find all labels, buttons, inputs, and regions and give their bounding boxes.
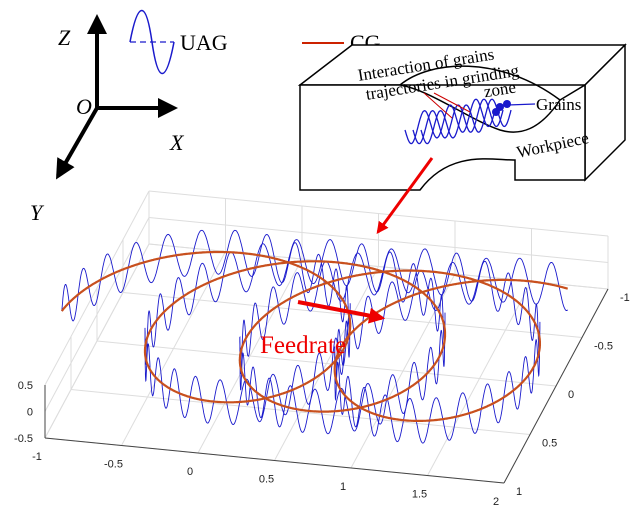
grain-trajectories — [404, 98, 512, 145]
y-tick-label: 0.5 — [542, 438, 557, 450]
coordinate-frame — [56, 14, 178, 180]
feedrate-label: Feedrate — [260, 332, 346, 359]
y-tick-label: 1 — [516, 486, 522, 498]
grains — [492, 100, 536, 116]
x-tick-label: 1 — [340, 481, 346, 493]
annotation-leader — [423, 92, 453, 119]
groove-edge — [399, 65, 561, 101]
x-tick-label: 0 — [187, 466, 193, 478]
cg-trajectory — [60, 250, 568, 422]
y-arrow — [56, 107, 99, 180]
grain-leader — [506, 103, 536, 106]
annotation-line: zone — [482, 77, 517, 101]
grid-line — [70, 389, 531, 435]
grid-line — [96, 340, 557, 387]
x-tick-label: 1.5 — [412, 489, 427, 501]
grain — [492, 108, 500, 116]
y-label: Y — [30, 200, 45, 225]
y-tick-label: -1 — [620, 292, 630, 304]
x-label: X — [169, 130, 185, 155]
y-tick-label: 0 — [568, 389, 574, 401]
feed-arrow — [297, 300, 386, 324]
z-label: Z — [58, 25, 71, 50]
x-tick-label: -1 — [32, 451, 42, 463]
tick-labels: 0.5 0 -0.5 -1 -0.5 0 0.5 1 1.5 2 -1 -0.5 0 0.5 1 — [14, 292, 630, 508]
grain — [503, 100, 511, 108]
grains-label: Grains — [536, 95, 581, 114]
axis-line — [44, 437, 505, 484]
axis-line — [503, 288, 609, 484]
x-tick-label: -0.5 — [104, 459, 123, 471]
plot-3d — [44, 190, 609, 484]
y-tick-label: -0.5 — [594, 341, 613, 353]
grain-trajectory — [420, 98, 512, 145]
z-tick-label: -0.5 — [14, 433, 33, 445]
legend-label: UAG — [180, 30, 228, 55]
zoom-arrow — [376, 157, 434, 234]
x-tick-label: 0.5 — [259, 474, 274, 486]
z-tick-label: 0 — [27, 407, 33, 419]
x-tick-label: 2 — [493, 496, 499, 508]
origin-label: O — [76, 94, 92, 119]
block-front — [299, 83, 586, 191]
annotation-leader — [433, 92, 471, 113]
z-tick-label: 0.5 — [18, 380, 33, 392]
grid-line — [122, 292, 583, 338]
workpiece-inset — [297, 43, 627, 191]
